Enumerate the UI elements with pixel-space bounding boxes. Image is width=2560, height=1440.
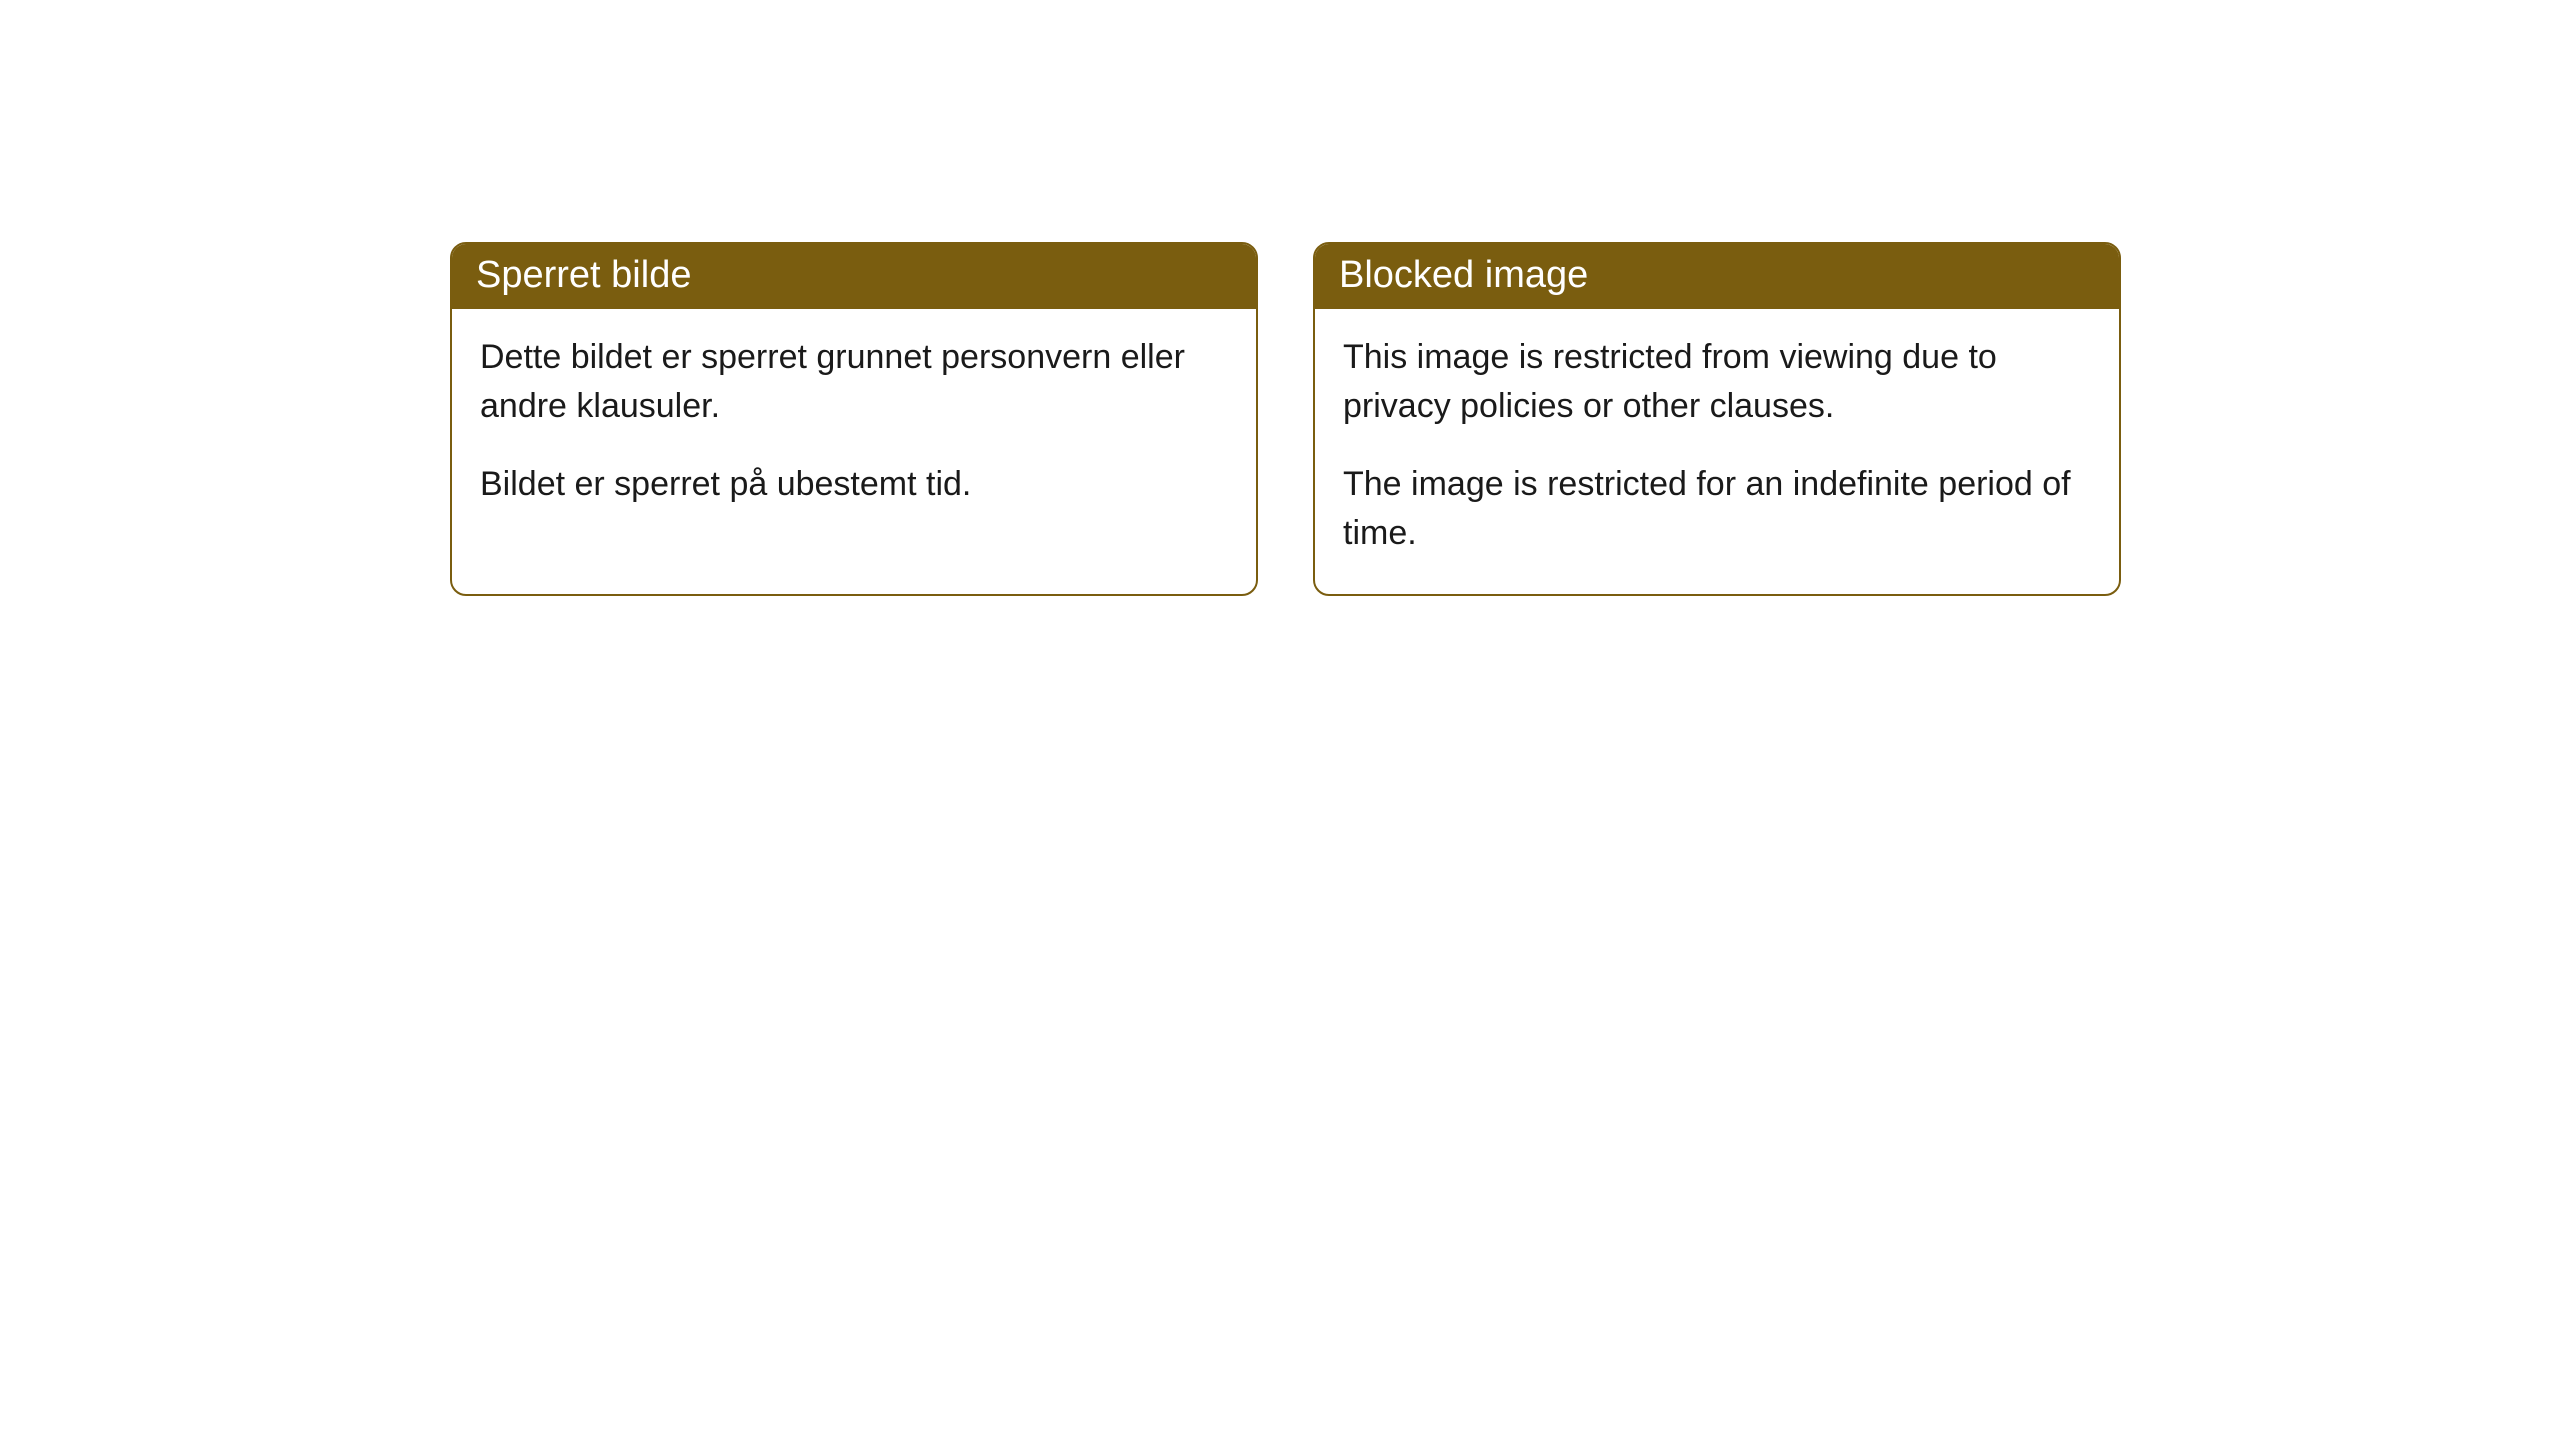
card-paragraph: Dette bildet er sperret grunnet personve… xyxy=(480,333,1228,432)
card-paragraph: This image is restricted from viewing du… xyxy=(1343,333,2091,432)
blocked-image-card-norwegian: Sperret bilde Dette bildet er sperret gr… xyxy=(450,242,1258,596)
card-paragraph: Bildet er sperret på ubestemt tid. xyxy=(480,460,1228,509)
card-header-norwegian: Sperret bilde xyxy=(452,244,1256,309)
card-header-english: Blocked image xyxy=(1315,244,2119,309)
card-paragraph: The image is restricted for an indefinit… xyxy=(1343,460,2091,559)
card-body-norwegian: Dette bildet er sperret grunnet personve… xyxy=(452,309,1256,545)
notice-cards-container: Sperret bilde Dette bildet er sperret gr… xyxy=(450,242,2121,596)
card-title: Sperret bilde xyxy=(476,254,691,296)
blocked-image-card-english: Blocked image This image is restricted f… xyxy=(1313,242,2121,596)
card-title: Blocked image xyxy=(1339,254,1588,296)
card-body-english: This image is restricted from viewing du… xyxy=(1315,309,2119,594)
